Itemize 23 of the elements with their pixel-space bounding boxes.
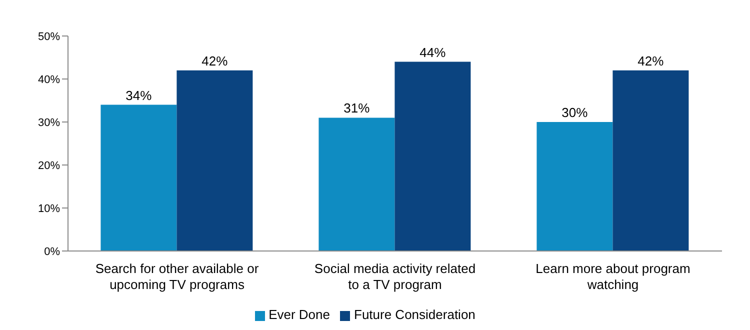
bar (536, 122, 613, 251)
x-tick-label: Social media activity related to a TV program (314, 261, 476, 292)
data-label: 31% (344, 100, 370, 116)
bar (612, 70, 689, 251)
bar (318, 118, 395, 251)
y-tick-label: 0% (44, 246, 60, 258)
data-label: 42% (638, 53, 664, 68)
y-tick-label: 10% (38, 202, 60, 215)
x-tick-label: Search for other available or upcoming TV programs (95, 261, 260, 292)
y-tick-label: 30% (38, 116, 60, 129)
data-label: 44% (420, 44, 446, 60)
bar (394, 62, 471, 251)
data-label: 34% (126, 88, 152, 103)
data-label: 42% (202, 53, 228, 68)
bar (176, 70, 253, 251)
legend-label: Ever Done (268, 307, 330, 322)
legend-label: Future Consideration (354, 307, 476, 322)
x-tick-label: Learn more about program watching (536, 261, 690, 292)
y-tick-label: 50% (38, 30, 60, 43)
data-label: 30% (562, 105, 588, 120)
y-tick-label: 20% (38, 160, 60, 172)
y-tick-label: 40% (38, 74, 60, 86)
bar (100, 104, 177, 251)
